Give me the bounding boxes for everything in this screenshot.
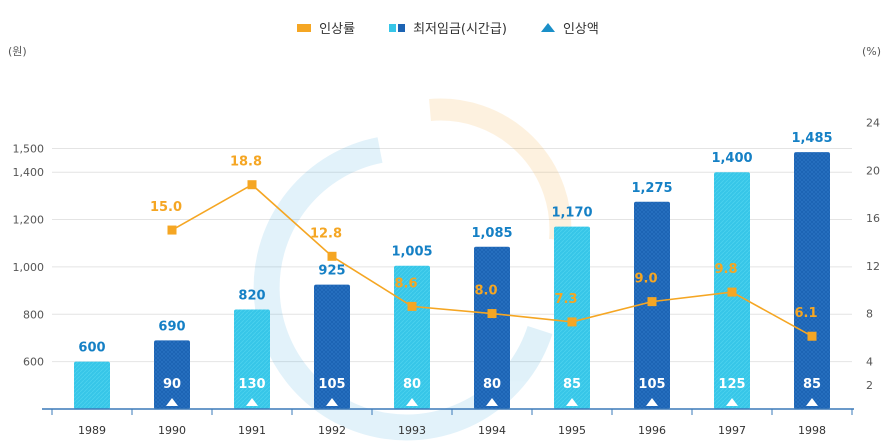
increase-amount-label: 80	[483, 377, 501, 392]
triangle-icon	[646, 398, 658, 406]
bar	[154, 340, 190, 409]
increase-amount-label: 105	[638, 377, 665, 392]
y-left-tick-label: 1,000	[13, 261, 45, 274]
rate-point	[407, 301, 417, 311]
rate-value-label: 15.0	[150, 200, 182, 215]
bar-value-label: 1,005	[391, 245, 432, 260]
y-right-tick-label: 2	[866, 379, 873, 392]
bar-value-label: 690	[158, 319, 185, 334]
bar-value-label: 925	[318, 264, 345, 279]
rate-point	[647, 297, 657, 307]
rate-value-label: 7.3	[554, 292, 577, 307]
y-left-tick-label: 1,400	[13, 166, 45, 179]
triangle-icon	[406, 398, 418, 406]
x-tick-label: 1994	[478, 424, 506, 437]
increase-amount-label: 105	[318, 377, 345, 392]
y-left-unit: (원)	[8, 45, 27, 58]
rate-point	[167, 225, 177, 235]
rate-point	[327, 251, 337, 261]
rate-value-label: 12.8	[310, 226, 342, 241]
bar	[234, 309, 270, 409]
x-tick-label: 1989	[78, 424, 106, 437]
bar	[314, 284, 350, 409]
increase-amount-label: 80	[403, 377, 421, 392]
triangle-icon	[326, 398, 338, 406]
x-tick-label: 1996	[638, 424, 666, 437]
y-right-tick-label: 24	[866, 117, 880, 130]
rate-point	[567, 317, 577, 327]
legend-label-rate: 인상률	[319, 22, 356, 37]
x-tick-label: 1995	[558, 424, 586, 437]
bar-value-label: 1,085	[471, 226, 512, 241]
rate-point	[807, 331, 817, 341]
x-tick-label: 1998	[798, 424, 826, 437]
triangle-icon	[806, 398, 818, 406]
orange-square-icon	[297, 23, 312, 32]
y-left-tick-label: 600	[23, 356, 44, 369]
y-left-tick-label: 1,500	[13, 143, 45, 156]
rate-point	[727, 287, 737, 297]
rate-point	[487, 309, 497, 319]
rate-value-label: 8.6	[394, 276, 417, 291]
x-tick-label: 1991	[238, 424, 266, 437]
bar-value-label: 600	[78, 341, 105, 356]
legend: 인상률 최저임금(시간급) 인상액	[0, 18, 896, 37]
y-right-tick-label: 8	[866, 308, 873, 321]
bar-value-label: 820	[238, 289, 265, 304]
y-left-tick-label: 800	[23, 308, 44, 321]
bar-value-label: 1,485	[791, 131, 832, 146]
triangle-icon	[540, 23, 555, 32]
triangle-icon	[246, 398, 258, 406]
rate-value-label: 8.0	[474, 284, 497, 299]
increase-amount-label: 85	[803, 377, 821, 392]
increase-amount-label: 85	[563, 377, 581, 392]
legend-label-wage: 최저임금(시간급)	[413, 22, 507, 37]
bar-swatch-icon	[389, 23, 406, 32]
bar	[474, 246, 510, 409]
triangle-icon	[726, 398, 738, 406]
increase-amount-label: 90	[163, 377, 181, 392]
bar-value-label: 1,400	[711, 151, 752, 166]
y-left-tick-label: 1,200	[13, 214, 45, 227]
x-tick-label: 1992	[318, 424, 346, 437]
bar	[74, 361, 110, 409]
x-tick-label: 1997	[718, 424, 746, 437]
increase-amount-label: 130	[238, 377, 265, 392]
x-tick-label: 1990	[158, 424, 186, 437]
increase-amount-label: 125	[718, 377, 745, 392]
y-right-tick-label: 20	[866, 164, 880, 177]
legend-item-wage: 최저임금(시간급)	[389, 18, 507, 37]
x-tick-label: 1993	[398, 424, 426, 437]
rate-point	[247, 180, 257, 190]
triangle-icon	[486, 398, 498, 406]
rate-value-label: 18.8	[230, 155, 262, 170]
bar	[794, 152, 830, 409]
legend-item-rate: 인상률	[297, 18, 355, 37]
bar-value-label: 1,275	[631, 181, 672, 196]
legend-item-amount: 인상액	[540, 18, 599, 37]
y-right-tick-label: 4	[866, 355, 873, 368]
legend-label-amount: 인상액	[562, 22, 599, 37]
y-right-unit: (%)	[862, 45, 881, 58]
rate-value-label: 9.8	[714, 262, 737, 277]
triangle-icon	[166, 398, 178, 406]
y-right-tick-label: 12	[866, 260, 880, 273]
triangle-icon	[566, 398, 578, 406]
bar-value-label: 1,170	[551, 206, 592, 221]
rate-value-label: 6.1	[794, 306, 817, 321]
y-right-tick-label: 16	[866, 212, 880, 225]
rate-value-label: 9.0	[634, 272, 657, 287]
